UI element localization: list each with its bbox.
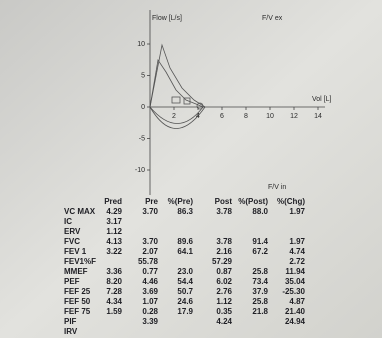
cell: 4.46 — [142, 277, 158, 286]
row-label: FEV 1 — [64, 247, 87, 256]
y-tick-label: 5 — [141, 72, 145, 79]
cell: 2.72 — [289, 257, 305, 266]
row-label: MMEF — [64, 267, 88, 276]
row-label: FEF 75 — [64, 307, 91, 316]
cell: 6.02 — [216, 277, 232, 286]
x-tick-label: 4 — [196, 113, 200, 120]
cell: 89.6 — [177, 237, 193, 246]
page: Flow [L/s] F/V ex Vol [L] F/V in 10 5 0 -5 -… — [0, 0, 382, 338]
y-tick-label: -5 — [139, 135, 145, 142]
cell: 25.8 — [252, 267, 268, 276]
cell: 3.78 — [216, 207, 232, 216]
x-tick-label: 6 — [220, 113, 224, 120]
chart-title: F/V ex — [262, 15, 283, 22]
cell: 0.87 — [216, 267, 232, 276]
cell: 4.87 — [289, 297, 305, 306]
cell: 3.22 — [106, 247, 122, 256]
cell: 1.97 — [289, 207, 305, 216]
cell: 21.8 — [252, 307, 268, 316]
column-header: Pre — [145, 197, 158, 206]
column-header: Post — [215, 197, 233, 206]
cell: 3.70 — [142, 237, 158, 246]
cell: 73.4 — [252, 277, 268, 286]
row-label: FVC — [64, 237, 80, 246]
cell: 4.13 — [106, 237, 122, 246]
column-header: %(Chg) — [277, 197, 305, 206]
cell: 2.76 — [216, 287, 232, 296]
cell: 2.16 — [216, 247, 232, 256]
cell: 91.4 — [252, 237, 268, 246]
row-label: FEF 25 — [64, 287, 91, 296]
cell: 24.94 — [285, 317, 306, 326]
cell: 1.59 — [106, 307, 122, 316]
row-label: FEF 50 — [64, 297, 91, 306]
column-header: Pred — [104, 197, 122, 206]
cell: 25.8 — [252, 297, 268, 306]
cell: 3.70 — [142, 207, 158, 216]
y-tick-label: 10 — [137, 41, 145, 48]
column-header: %(Post) — [238, 197, 268, 206]
cell: 11.94 — [285, 267, 305, 276]
row-label: PIF — [64, 317, 77, 326]
cell: 67.2 — [252, 247, 268, 256]
cell: 3.17 — [106, 217, 122, 226]
row-label: PEF — [64, 277, 80, 286]
cell: 21.40 — [285, 307, 306, 316]
cell: 7.28 — [106, 287, 122, 296]
cell: 1.07 — [142, 297, 158, 306]
y-tick-label: 0 — [141, 104, 145, 111]
row-label: IC — [64, 217, 72, 226]
column-header: %(Pre) — [168, 197, 194, 206]
cell: 4.74 — [289, 247, 305, 256]
cell: 24.6 — [177, 297, 193, 306]
cell: 86.3 — [177, 207, 193, 216]
y-axis-label: Flow [L/s] — [152, 15, 182, 22]
cell: 50.7 — [177, 287, 193, 296]
cell: 35.04 — [285, 277, 306, 286]
cell: -25.30 — [282, 287, 305, 296]
row-label: IRV — [64, 327, 78, 336]
cell: 64.1 — [177, 247, 193, 256]
cell: 55.78 — [138, 257, 159, 266]
inspiration-label: F/V in — [268, 184, 286, 191]
row-label: VC MAX — [64, 207, 96, 216]
cell: 3.39 — [142, 317, 158, 326]
cell: 3.69 — [142, 287, 158, 296]
x-tick-label: 2 — [172, 113, 176, 120]
cell: 1.97 — [289, 237, 305, 246]
row-label: ERV — [64, 227, 81, 236]
cell: 88.0 — [252, 207, 268, 216]
x-tick-label: 14 — [314, 113, 322, 120]
cell: 1.12 — [216, 297, 232, 306]
cell: 8.20 — [106, 277, 122, 286]
cell: 0.28 — [142, 307, 158, 316]
x-tick-label: 10 — [266, 113, 274, 120]
row-label: FEV1%F — [64, 257, 96, 266]
y-tick-label: -10 — [135, 167, 145, 174]
cell: 17.9 — [177, 307, 193, 316]
x-tick-label: 8 — [244, 113, 248, 120]
cell: 1.12 — [106, 227, 122, 236]
cell: 54.4 — [177, 277, 193, 286]
cell: 4.24 — [216, 317, 232, 326]
cell: 4.34 — [106, 297, 122, 306]
cell: 23.0 — [177, 267, 193, 276]
cell: 3.78 — [216, 237, 232, 246]
cell: 4.29 — [106, 207, 122, 216]
cell: 3.36 — [106, 267, 122, 276]
x-tick-label: 12 — [290, 113, 298, 120]
cell: 2.07 — [142, 247, 158, 256]
cell: 37.9 — [252, 287, 268, 296]
cell: 0.77 — [142, 267, 158, 276]
cell: 0.35 — [216, 307, 232, 316]
cell: 57.29 — [212, 257, 233, 266]
x-axis-label: Vol [L] — [312, 96, 332, 103]
